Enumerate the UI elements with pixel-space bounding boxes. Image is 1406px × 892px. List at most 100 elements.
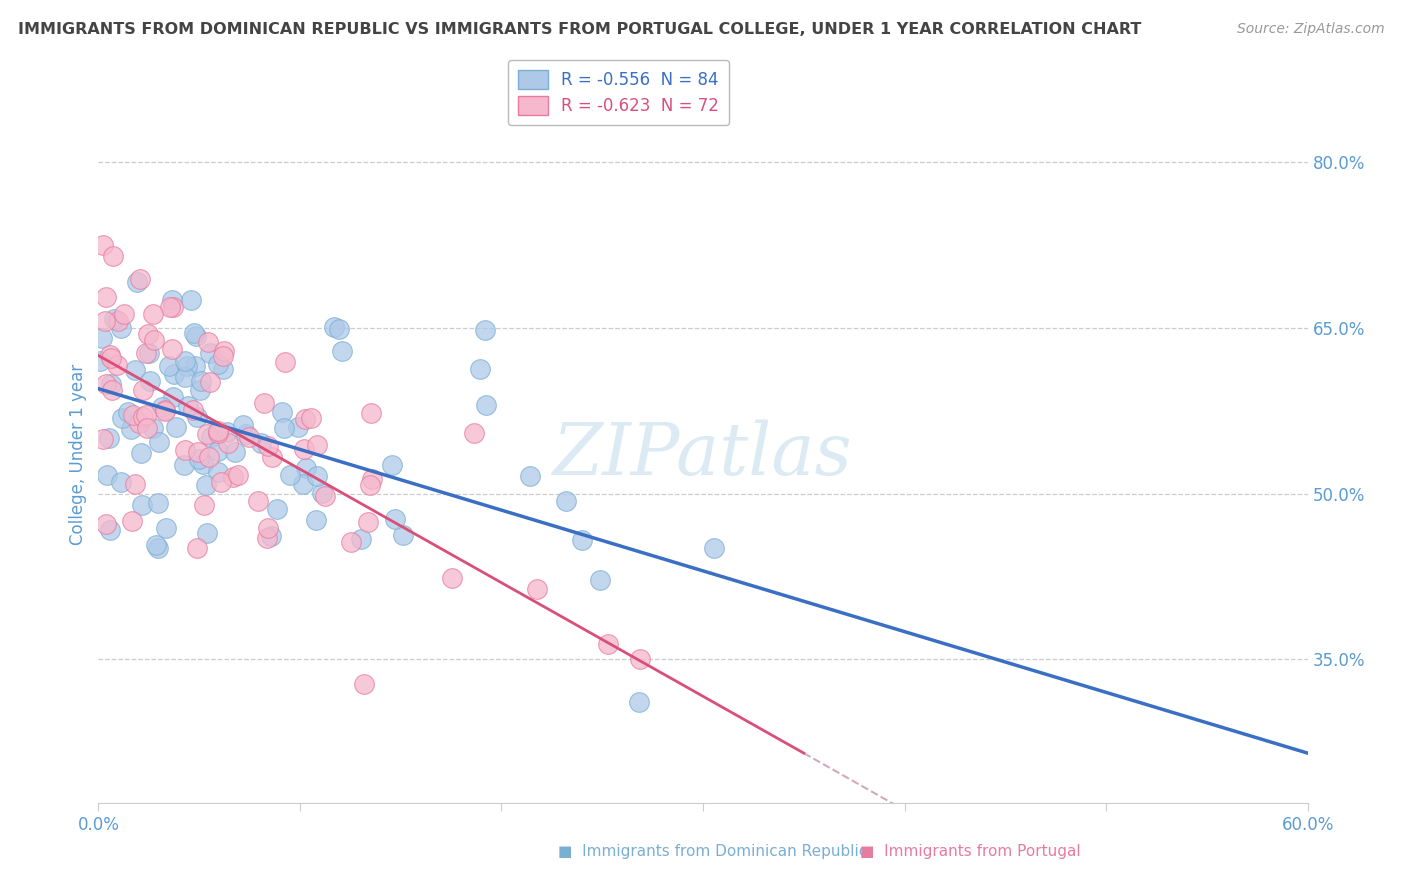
Point bbox=[180, 293, 202, 308]
Point bbox=[207, 444, 229, 458]
Point bbox=[112, 307, 135, 321]
Point bbox=[186, 409, 208, 424]
Point bbox=[135, 409, 157, 423]
Point bbox=[142, 421, 165, 435]
Point bbox=[103, 249, 125, 263]
Y-axis label: College, Under 1 year: College, Under 1 year bbox=[69, 364, 87, 546]
Point bbox=[519, 469, 541, 483]
Point bbox=[207, 426, 229, 441]
Point bbox=[703, 541, 725, 556]
Point bbox=[162, 390, 184, 404]
Point bbox=[153, 403, 176, 417]
Point bbox=[173, 370, 195, 384]
Point bbox=[94, 377, 117, 392]
Point bbox=[197, 334, 219, 349]
Point bbox=[145, 538, 167, 552]
Point bbox=[246, 494, 269, 508]
Point bbox=[135, 346, 157, 360]
Point bbox=[353, 676, 375, 690]
Point bbox=[101, 383, 124, 397]
Point bbox=[181, 403, 204, 417]
Point bbox=[235, 427, 257, 442]
Point bbox=[96, 467, 118, 482]
Point bbox=[474, 324, 496, 338]
Point bbox=[190, 375, 212, 389]
Point bbox=[162, 367, 184, 381]
Point bbox=[305, 513, 328, 527]
Point bbox=[212, 349, 235, 363]
Point bbox=[131, 498, 153, 512]
Point bbox=[463, 425, 485, 440]
Point bbox=[207, 466, 229, 480]
Point bbox=[110, 475, 132, 490]
Point bbox=[127, 275, 149, 289]
Point bbox=[357, 515, 380, 529]
Point bbox=[117, 405, 139, 419]
Point bbox=[440, 571, 463, 585]
Point bbox=[128, 272, 150, 286]
Point bbox=[155, 403, 177, 417]
Point bbox=[273, 421, 295, 435]
Point bbox=[121, 408, 143, 422]
Point bbox=[596, 637, 619, 651]
Point bbox=[91, 330, 114, 344]
Point bbox=[135, 421, 157, 435]
Point bbox=[157, 359, 180, 373]
Point bbox=[270, 405, 292, 419]
Point bbox=[94, 516, 117, 531]
Point bbox=[159, 300, 181, 314]
Point bbox=[184, 359, 207, 373]
Point bbox=[91, 238, 114, 252]
Point bbox=[200, 430, 222, 444]
Point bbox=[340, 535, 363, 549]
Point bbox=[200, 375, 222, 389]
Point bbox=[273, 355, 295, 369]
Point bbox=[226, 467, 249, 482]
Point bbox=[129, 446, 152, 460]
Point bbox=[107, 313, 129, 327]
Point bbox=[311, 485, 333, 500]
Point bbox=[391, 528, 413, 542]
Point bbox=[359, 477, 381, 491]
Point bbox=[256, 439, 278, 453]
Point bbox=[103, 311, 125, 326]
Point bbox=[197, 450, 219, 464]
Point bbox=[571, 533, 593, 548]
Text: ■  Immigrants from Dominican Republic: ■ Immigrants from Dominican Republic bbox=[558, 844, 868, 859]
Point bbox=[155, 521, 177, 535]
Point bbox=[100, 377, 122, 392]
Point bbox=[100, 523, 122, 537]
Point bbox=[188, 384, 211, 398]
Point bbox=[360, 406, 382, 420]
Point bbox=[162, 300, 184, 314]
Point bbox=[628, 652, 651, 666]
Point bbox=[128, 416, 150, 430]
Point bbox=[165, 420, 187, 434]
Point bbox=[217, 436, 239, 450]
Point bbox=[292, 476, 315, 491]
Point bbox=[256, 532, 278, 546]
Point bbox=[138, 346, 160, 360]
Point bbox=[299, 411, 322, 425]
Point bbox=[350, 532, 373, 546]
Text: ■  Immigrants from Portugal: ■ Immigrants from Portugal bbox=[860, 844, 1081, 859]
Point bbox=[148, 435, 170, 450]
Point bbox=[173, 353, 195, 368]
Point bbox=[110, 321, 132, 335]
Text: IMMIGRANTS FROM DOMINICAN REPUBLIC VS IMMIGRANTS FROM PORTUGAL COLLEGE, UNDER 1 : IMMIGRANTS FROM DOMINICAN REPUBLIC VS IM… bbox=[18, 22, 1142, 37]
Point bbox=[212, 343, 235, 358]
Point bbox=[287, 419, 309, 434]
Point bbox=[209, 475, 232, 489]
Point bbox=[207, 425, 229, 439]
Point bbox=[124, 477, 146, 491]
Point bbox=[232, 418, 254, 433]
Point bbox=[193, 499, 215, 513]
Point bbox=[146, 496, 169, 510]
Point bbox=[222, 470, 245, 484]
Point bbox=[132, 410, 155, 425]
Point bbox=[332, 344, 354, 359]
Point bbox=[98, 431, 121, 445]
Point bbox=[139, 374, 162, 388]
Point bbox=[470, 361, 492, 376]
Point bbox=[207, 357, 229, 371]
